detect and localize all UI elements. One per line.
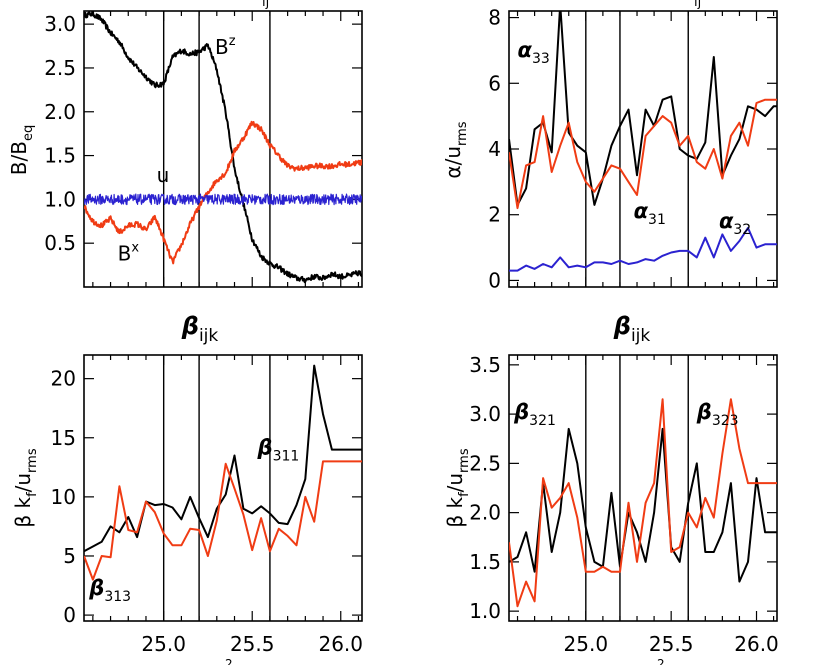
bottom-left-annotation: β313 bbox=[88, 576, 131, 605]
bottom-left-xtick-label: 25.5 bbox=[230, 632, 275, 656]
annotation-sup: z bbox=[229, 34, 236, 49]
top-right-series-group bbox=[509, 11, 777, 272]
top-right-ylabel: α/urms bbox=[441, 121, 470, 178]
annotation-main: α bbox=[634, 199, 649, 223]
annotation-main: β bbox=[513, 400, 529, 424]
annotation-sup: x bbox=[131, 241, 139, 256]
annotation-main: α bbox=[518, 38, 533, 62]
bottom-left-title: βijk bbox=[181, 312, 219, 346]
bottom-right-xtick-label: 25.0 bbox=[564, 632, 609, 656]
top-left-panel: 0.5 1.0 1.5 2.0 2.5 3.0 Bz u Bx bbox=[44, 10, 363, 288]
bottom-right-ytick-label: 2.0 bbox=[469, 501, 501, 525]
top-left-ytick-label: 3.0 bbox=[44, 12, 76, 36]
bottom-right-ytick-label: 2.5 bbox=[469, 451, 501, 475]
top-right-ytick-label: 4 bbox=[488, 137, 501, 161]
bottom-right-title: βijk bbox=[613, 312, 651, 346]
top-left-annotation: Bz bbox=[215, 34, 236, 59]
top-right-series-α31 bbox=[509, 98, 777, 210]
annotation-sub: 313 bbox=[104, 589, 131, 605]
annotation-sub: 32 bbox=[733, 222, 751, 238]
bottom-right-frame bbox=[508, 354, 778, 622]
top-left-ytick-label: 1.5 bbox=[44, 144, 76, 168]
top-right-ytick-label: 8 bbox=[488, 6, 501, 30]
top-right-series-α33 bbox=[509, 11, 777, 206]
annotation-main: β bbox=[88, 576, 104, 600]
top-left-partial-title: ij bbox=[262, 0, 269, 10]
bottom-right-xtick-label: 26.0 bbox=[734, 632, 779, 656]
bottom-right-ytick-label: 1.5 bbox=[469, 550, 501, 574]
top-left-ytick-label: 2.0 bbox=[44, 100, 76, 124]
bottom-left-ytick-label: 15 bbox=[51, 426, 76, 450]
top-right-series-α32 bbox=[509, 226, 777, 272]
bottom-left-ytick-label: 5 bbox=[63, 544, 76, 568]
bottom-left-frame bbox=[83, 354, 363, 622]
annotation-main: B bbox=[215, 35, 229, 59]
bottom-left-ytick-label: 10 bbox=[51, 485, 76, 509]
bottom-right-ytick-label: 3.0 bbox=[469, 402, 501, 426]
annotation-main: B bbox=[118, 242, 132, 266]
bottom-left-ylabel: β kf/urms bbox=[11, 448, 40, 527]
top-left-annotation: Bx bbox=[118, 241, 140, 266]
top-left-ytick-label: 0.5 bbox=[44, 231, 76, 255]
annotation-sub: 311 bbox=[273, 448, 300, 464]
bottom-left-annotation: β311 bbox=[257, 435, 300, 464]
bottom-right-ylabel: β kf/urms bbox=[443, 448, 472, 527]
annotation-sub: 33 bbox=[532, 51, 550, 67]
bottom-left-xtick-label: 26.0 bbox=[318, 632, 363, 656]
top-left-annotation: u bbox=[157, 163, 170, 187]
bottom-right-series-β323 bbox=[509, 398, 777, 608]
top-left-frame bbox=[83, 10, 363, 288]
bottom-right-annotation: β321 bbox=[513, 400, 556, 429]
annotation-sub: 321 bbox=[529, 413, 556, 429]
bottom-left-xlabel-partial: 2 bbox=[225, 657, 233, 665]
bottom-right-xlabel-partial: 2 bbox=[657, 657, 665, 665]
bottom-left-series-group bbox=[84, 364, 362, 581]
top-right-ytick-label: 0 bbox=[488, 268, 501, 292]
bottom-left-series-β313 bbox=[84, 460, 362, 581]
top-right-ytick-label: 2 bbox=[488, 203, 501, 227]
top-right-annotation: α33 bbox=[518, 38, 550, 67]
top-left-ytick-label: 1.0 bbox=[44, 187, 76, 211]
top-left-series-Bx bbox=[84, 120, 362, 265]
bottom-right-annotation: β323 bbox=[696, 400, 739, 429]
annotation-sub: 31 bbox=[648, 212, 666, 228]
top-left-ytick-label: 2.5 bbox=[44, 56, 76, 80]
top-left-ylabel: B/Beq bbox=[7, 125, 36, 175]
top-right-ytick-label: 6 bbox=[488, 71, 501, 95]
bottom-left-ytick-label: 0 bbox=[63, 603, 76, 627]
top-right-partial-title: ij bbox=[694, 0, 701, 10]
annotation-sub: 323 bbox=[712, 413, 739, 429]
top-right-annotation: α32 bbox=[719, 209, 751, 238]
top-left-series-Bz bbox=[84, 11, 362, 284]
bottom-right-ytick-label: 1.0 bbox=[469, 599, 501, 623]
annotation-main: u bbox=[157, 163, 170, 187]
bottom-left-series-β311 bbox=[84, 364, 362, 553]
top-left-series-group bbox=[84, 11, 362, 284]
top-left-series-u bbox=[84, 193, 362, 206]
annotation-main: α bbox=[719, 209, 734, 233]
bottom-right-series-β321 bbox=[509, 427, 777, 583]
bottom-right-xtick-label: 25.5 bbox=[649, 632, 694, 656]
bottom-left-xtick-label: 25.0 bbox=[141, 632, 186, 656]
top-right-annotation: α31 bbox=[634, 199, 666, 228]
bottom-left-ytick-label: 20 bbox=[51, 367, 76, 391]
annotation-main: β bbox=[257, 435, 273, 459]
bottom-right-series-group bbox=[509, 398, 777, 608]
annotation-main: β bbox=[696, 400, 712, 424]
bottom-right-ytick-label: 3.5 bbox=[469, 353, 501, 377]
